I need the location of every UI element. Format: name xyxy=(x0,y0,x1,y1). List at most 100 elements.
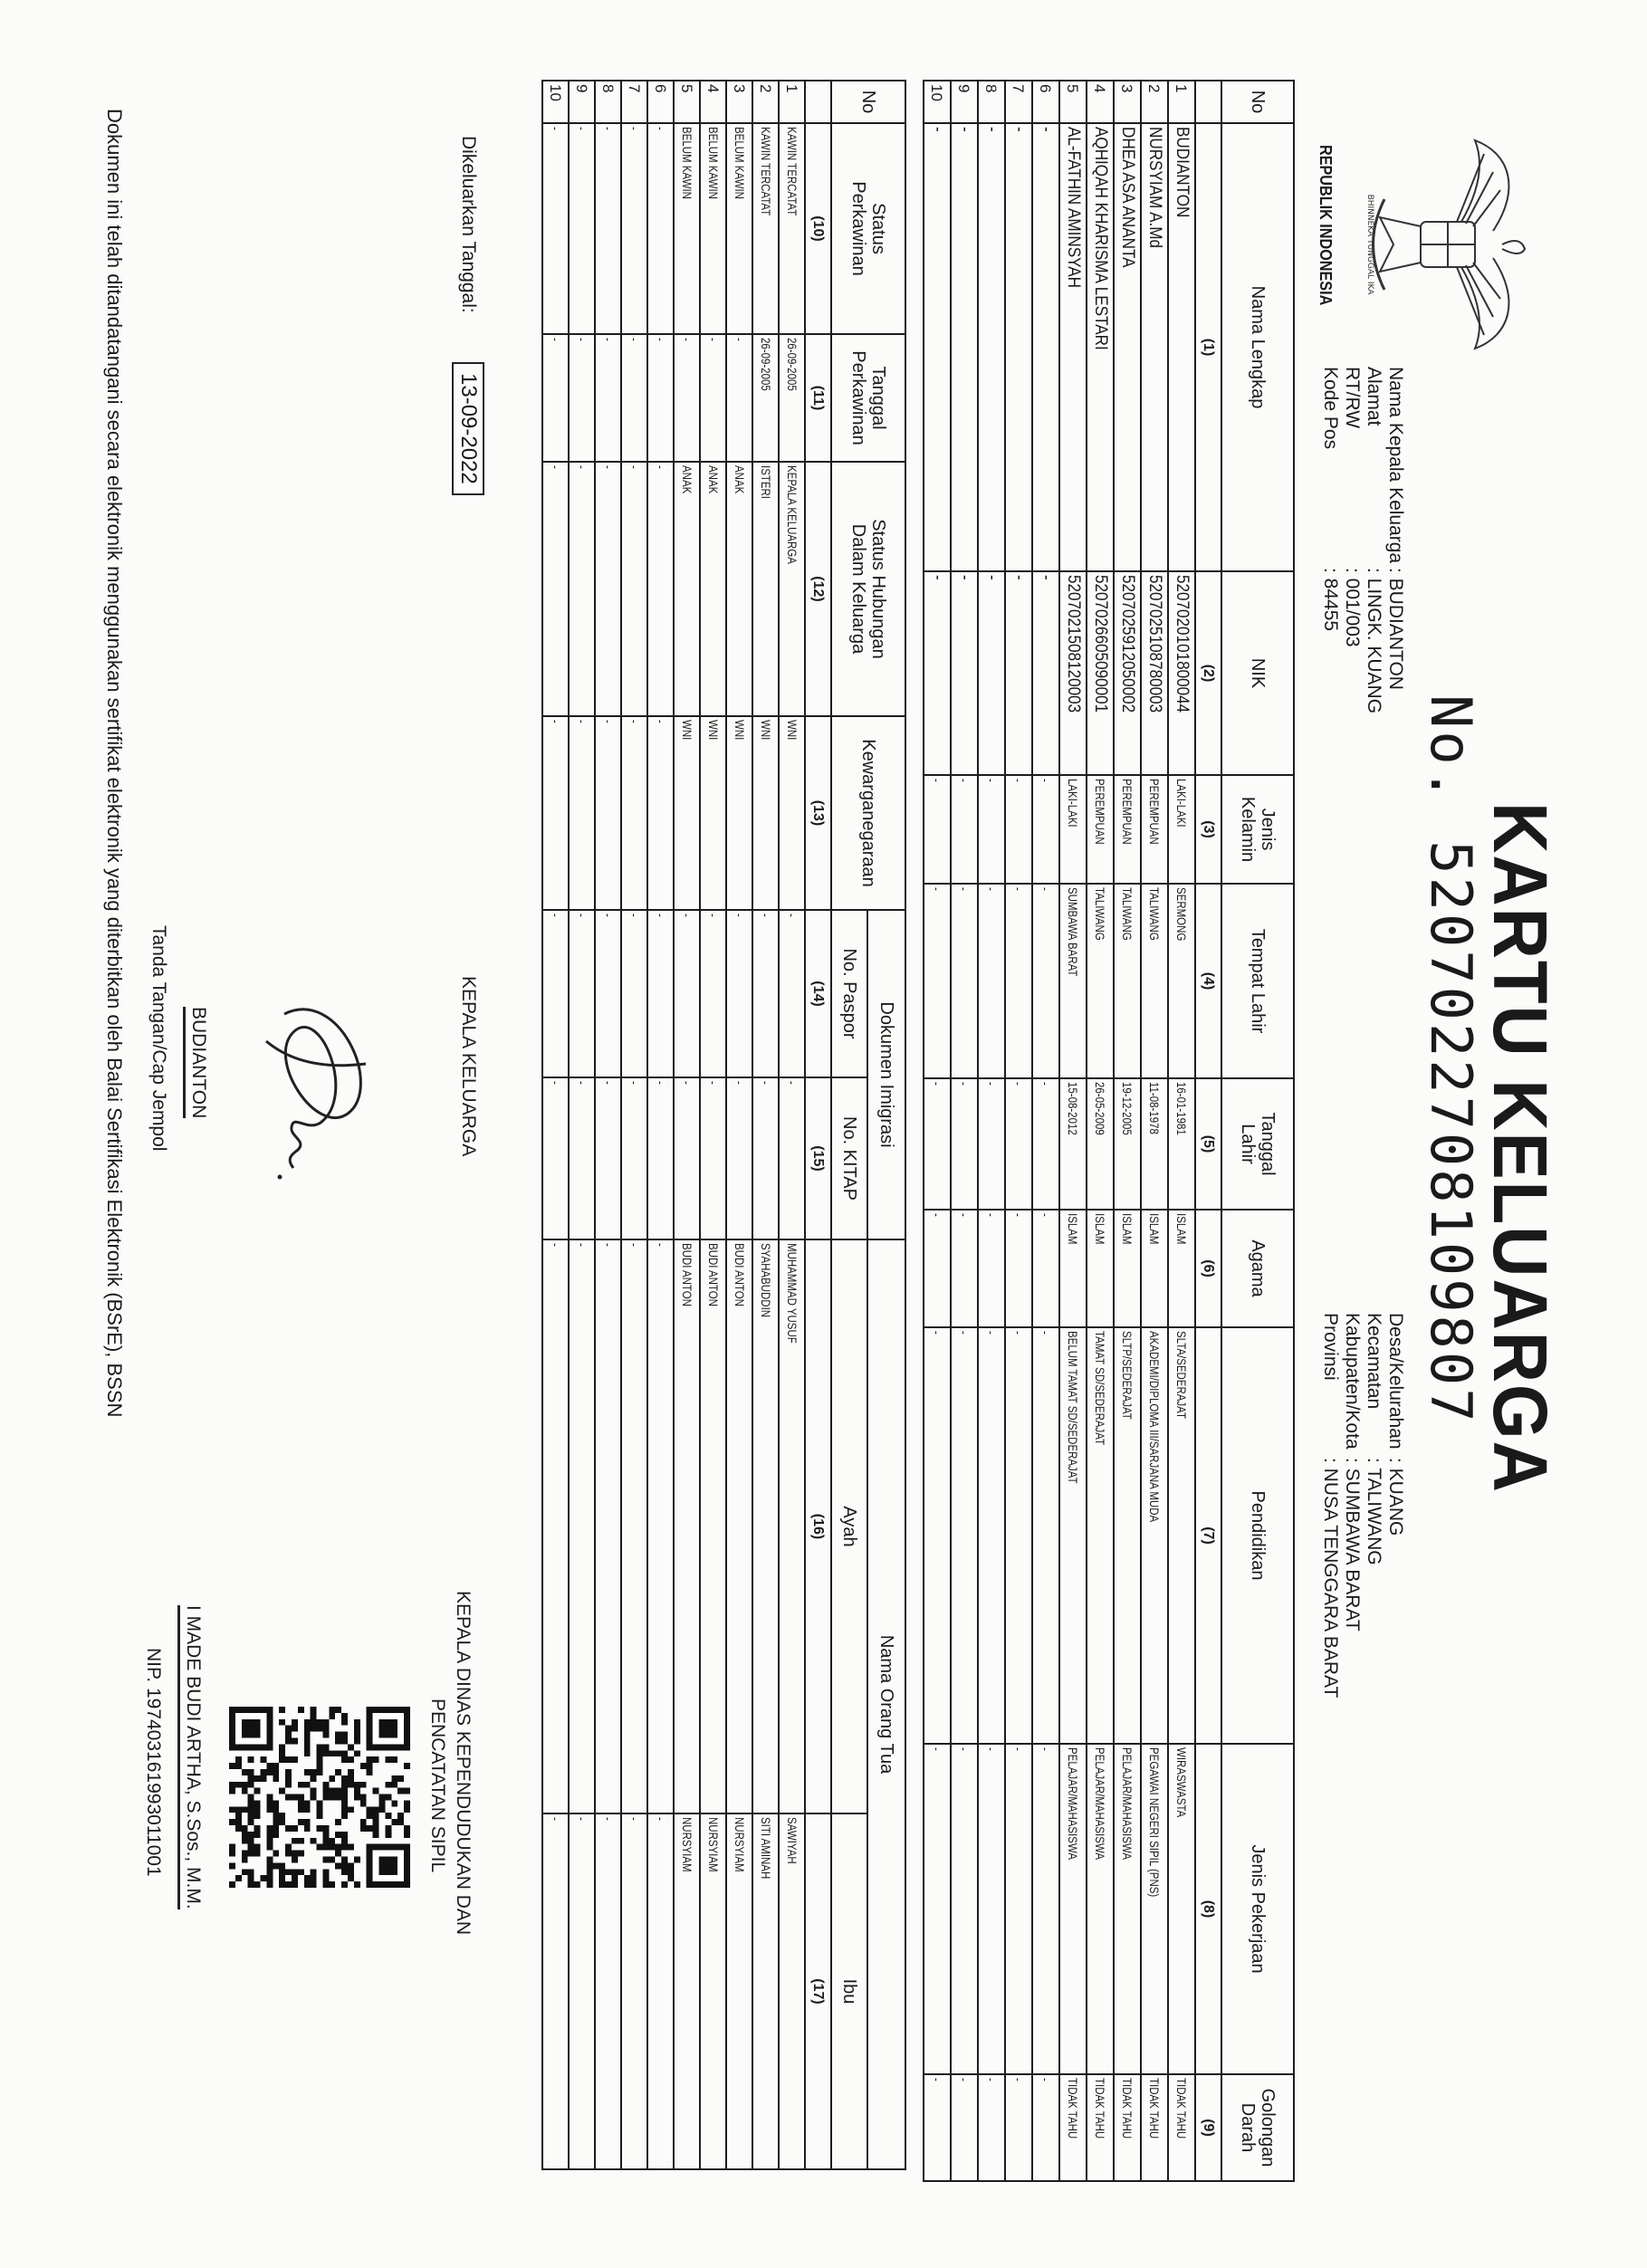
table-cell: 16-01-1981 xyxy=(1168,1078,1195,1210)
cell-text: - xyxy=(575,127,589,130)
official-nip: NIP. 197403161993011001 xyxy=(143,1648,164,1877)
cell-text: SAWIYAH xyxy=(785,1817,800,1864)
table-cell: ANAK xyxy=(674,462,700,716)
cell-text: - xyxy=(930,2078,945,2081)
cell-text: - xyxy=(982,127,1001,132)
cell-text: - xyxy=(1039,1213,1054,1217)
row-number: 10 xyxy=(924,81,951,123)
table-cell: 19-12-2005 xyxy=(1114,1078,1141,1210)
table-cell: - xyxy=(951,775,978,884)
row-number: 7 xyxy=(1005,81,1032,123)
table-cell: - xyxy=(542,1813,569,2170)
table-cell: - xyxy=(595,123,621,334)
cell-text: BELUM KAWIN xyxy=(706,127,721,199)
cell-text: 5207025108780003 xyxy=(1145,575,1164,713)
cell-text: - xyxy=(601,1081,616,1085)
cell-text: - xyxy=(759,914,773,917)
cell-text: 19-12-2005 xyxy=(1120,1082,1135,1135)
row-number: 10 xyxy=(542,81,569,123)
cell-text: BELUM TAMAT SD/SEDERAJAT xyxy=(1066,1331,1081,1484)
row-number: 7 xyxy=(621,81,647,123)
table-cell: - xyxy=(978,2074,1005,2181)
table-cell: NURSYIAM xyxy=(726,1813,752,2170)
cell-text: - xyxy=(680,338,694,341)
cell-text: PEREMPUAN xyxy=(1120,779,1135,845)
cell-text: - xyxy=(654,465,668,469)
table-cell: - xyxy=(978,571,1005,775)
table-cell: PEREMPUAN xyxy=(1114,775,1141,884)
table-row: 10 - - - - - - - - - xyxy=(924,81,951,2181)
cell-text: - xyxy=(627,1817,642,1821)
cell-text: - xyxy=(928,575,947,580)
official-title-line-1: KEPALA DINAS KEPENDUDUKAN DAN xyxy=(453,1591,474,1936)
cell-text: 16-01-1981 xyxy=(1174,1082,1190,1135)
cell-text: TIDAK TAHU xyxy=(1066,2078,1081,2139)
table-cell: LAKI-LAKI xyxy=(1168,775,1195,884)
issued-date: 13-09-2022 xyxy=(452,362,484,495)
cell-text: NURSYIAM xyxy=(733,1817,747,1872)
table-cell: - xyxy=(621,334,647,462)
cell-text: - xyxy=(957,2078,972,2081)
table-cell: - xyxy=(924,2074,951,2181)
table-cell: AKADEMI/DIPLOMA III/SARJANA MUDA xyxy=(1141,1327,1168,1744)
table-cell: - xyxy=(542,462,569,716)
cell-text: - xyxy=(1037,575,1056,580)
table-cell: 26-05-2009 xyxy=(1087,1078,1114,1210)
cell-text: - xyxy=(549,338,563,341)
table-cell: DHEA ASA ANANTA xyxy=(1114,123,1141,571)
cell-text: BUDI ANTON xyxy=(733,1243,747,1306)
table-cell: SLTP/SEDERAJAT xyxy=(1114,1327,1141,1744)
table-cell: - xyxy=(951,571,978,775)
table-row: 8 - - - - - - - - - xyxy=(978,81,1005,2181)
cell-text: NURSYIAM xyxy=(706,1817,721,1872)
table-cell: KEPALA KELUARGA xyxy=(779,462,805,716)
table-cell: - xyxy=(542,910,569,1077)
cell-text: TIDAK TAHU xyxy=(1093,2078,1108,2139)
table-cell: - xyxy=(924,775,951,884)
cell-text: MUHAMMAD YUSUF xyxy=(785,1243,800,1344)
table-cell: - xyxy=(542,1077,569,1240)
column-number: (16) xyxy=(805,1239,831,1814)
table-cell: - xyxy=(978,1210,1005,1327)
table-cell: - xyxy=(621,462,647,716)
table-cell: - xyxy=(647,123,674,334)
info-row: Kecamatan: TALIWANG xyxy=(1364,1313,1384,1565)
table-cell: BUDIANTON xyxy=(1168,123,1195,571)
table-cell: - xyxy=(1032,571,1059,775)
table-cell: WNI xyxy=(726,716,752,910)
cell-text: PEGAWAI NEGERI SIPIL (PNS) xyxy=(1147,1747,1163,1898)
table-cell: AQHIQAH KHARISMA LESTARI xyxy=(1087,123,1114,571)
table-cell: - xyxy=(1032,884,1059,1078)
table-cell: PEGAWAI NEGERI SIPIL (PNS) xyxy=(1141,1744,1168,2074)
cell-text: - xyxy=(1010,575,1029,580)
table-cell: - xyxy=(779,1077,805,1240)
row-number: 4 xyxy=(700,81,726,123)
row-number: 8 xyxy=(978,81,1005,123)
table-cell: - xyxy=(569,1813,595,2170)
cell-text: - xyxy=(955,575,974,580)
cell-text: - xyxy=(1011,1082,1027,1086)
table-cell: PELAJAR/MAHASISWA xyxy=(1114,1744,1141,2074)
column-number: (15) xyxy=(805,1077,831,1240)
table-cell: - xyxy=(924,884,951,1078)
table-cell: - xyxy=(674,910,700,1077)
table-cell: SYAHABUDDIN xyxy=(752,1239,779,1814)
header-no: No xyxy=(1221,81,1294,123)
cell-text: ANAK xyxy=(733,465,747,494)
info-row: Nama Kepala Keluarga: BUDIANTON xyxy=(1385,367,1406,690)
row-number: 9 xyxy=(951,81,978,123)
cell-text: - xyxy=(1011,779,1027,782)
qr-code-icon xyxy=(229,1707,410,1888)
cell-text: - xyxy=(930,1082,945,1086)
family-status-table: No Status Perkawinan Tanggal Perkawinan … xyxy=(541,80,906,2170)
table-cell: TALIWANG xyxy=(1141,884,1168,1078)
table-cell: - xyxy=(924,571,951,775)
cell-text: TIDAK TAHU xyxy=(1174,2078,1190,2139)
table-cell: TIDAK TAHU xyxy=(1114,2074,1141,2181)
header-tanggal-perkawinan: Tanggal Perkawinan xyxy=(831,334,905,462)
table-cell: - xyxy=(1005,1327,1032,1744)
cell-text: LAKI-LAKI xyxy=(1174,779,1190,828)
cell-text: - xyxy=(984,1213,1000,1217)
cell-text: - xyxy=(601,465,616,469)
table-cell: - xyxy=(951,1327,978,1744)
